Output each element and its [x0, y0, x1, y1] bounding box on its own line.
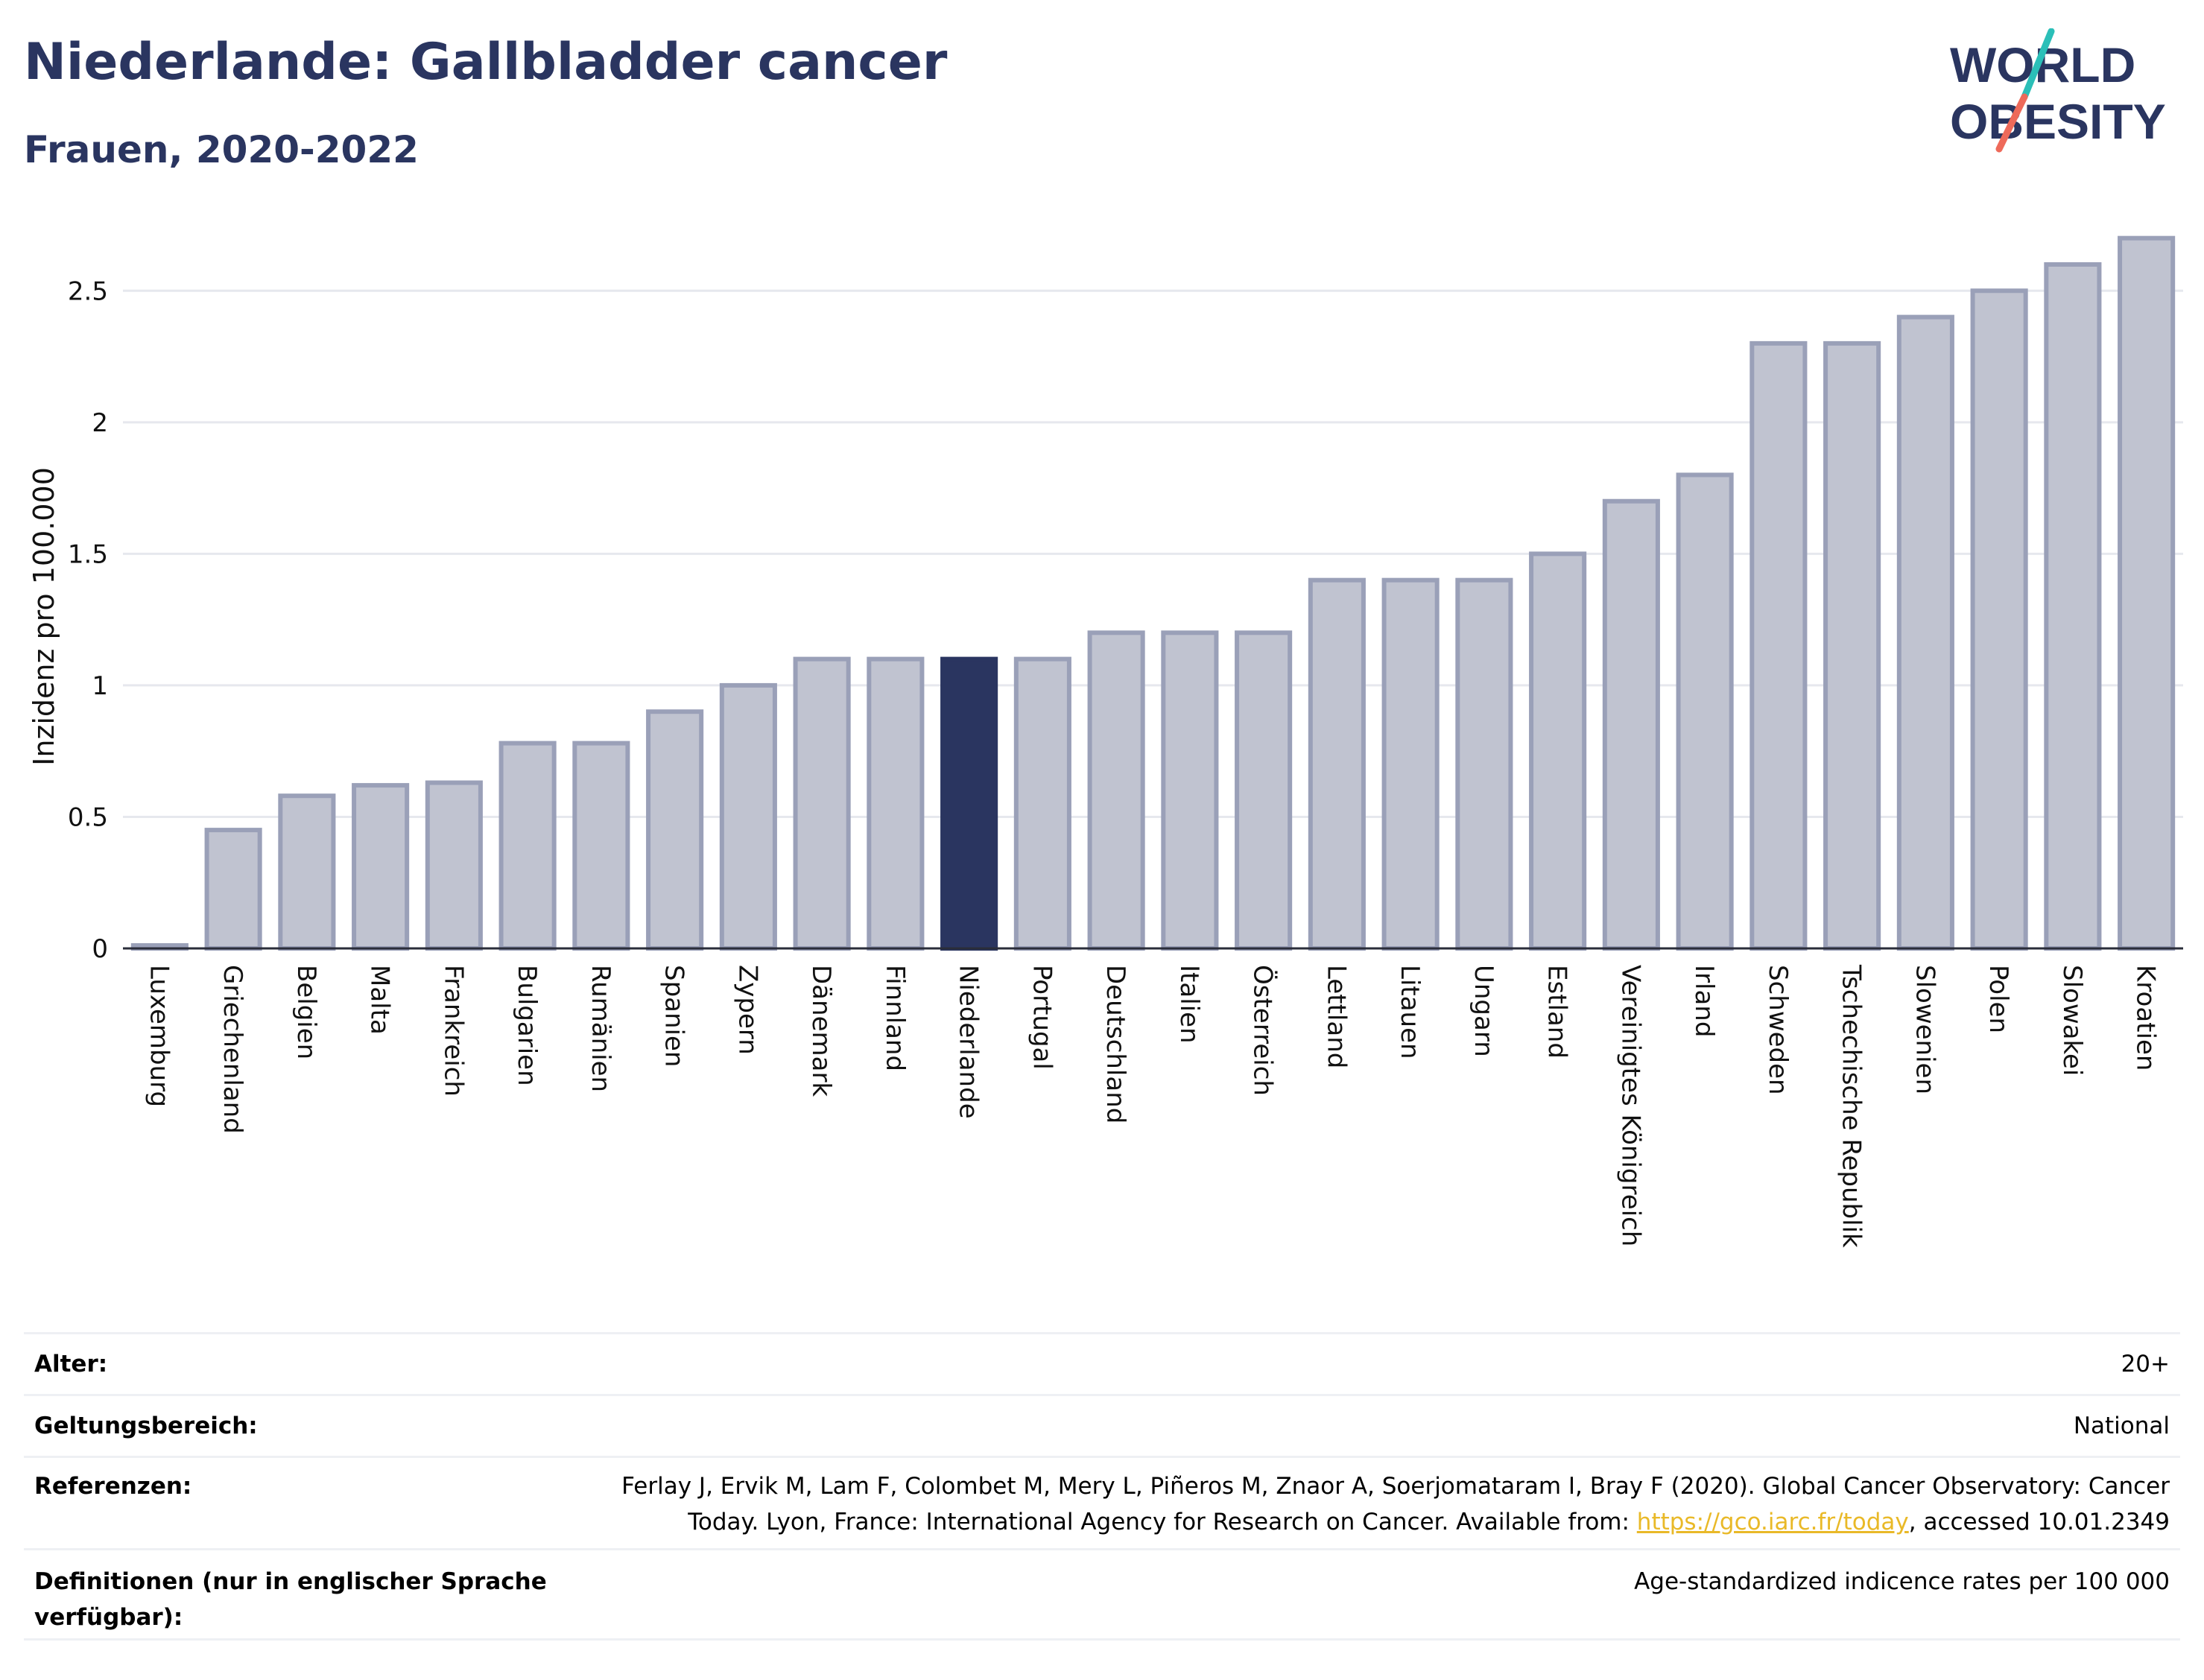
scope-label: Geltungsbereich: [34, 1413, 258, 1439]
y-tick-label: 1.5 [68, 539, 108, 569]
bar [1970, 288, 2028, 951]
y-tick-label: 0.5 [68, 802, 108, 832]
references-text-2: Today. Lyon, France: International Agenc… [688, 1509, 1637, 1535]
meta-row-definitions: Definitionen (nur in englischer Sprache … [24, 1548, 2180, 1641]
x-tick-label: Frankreich [438, 965, 468, 1097]
x-tick-label: Irland [1689, 965, 1719, 1037]
definitions-label: Definitionen (nur in englischer Sprache … [24, 1564, 547, 1635]
x-tick-label: Italien [1174, 965, 1204, 1044]
x-tick-label: Niederlande [954, 965, 984, 1119]
bar [1381, 577, 1440, 951]
y-tick-label: 2 [92, 408, 108, 438]
logo-line2: OBESITY [1950, 94, 2166, 149]
x-tick-label: Schweden [1763, 965, 1793, 1095]
references-text-1: Ferlay J, Ervik M, Lam F, Colombet M, Me… [621, 1473, 2170, 1500]
x-tick-label: Litauen [1395, 965, 1425, 1059]
bar [1308, 577, 1366, 951]
scope-value: National [2073, 1413, 2170, 1439]
bar [1896, 314, 1954, 951]
logo-slash-coral [1995, 93, 2028, 153]
bar [867, 656, 925, 951]
bar [352, 783, 410, 951]
x-tick-label: Spanien [659, 965, 689, 1067]
bar [1676, 472, 1734, 951]
bar [425, 780, 483, 951]
bar [1013, 656, 1071, 951]
bar [1529, 551, 1587, 951]
bar [793, 656, 851, 951]
bar [204, 828, 262, 951]
meta-row-references: Referenzen: Ferlay J, Ervik M, Lam F, Co… [24, 1456, 2180, 1548]
bar [1235, 630, 1293, 951]
y-tick-label: 2.5 [68, 276, 108, 306]
bar [1087, 630, 1145, 951]
bar [940, 656, 998, 951]
x-tick-label: Kroatien [2131, 965, 2161, 1071]
bar-chart: 0 0.5 1 1.5 2 2.5 Inzidenz pro 100.000 Luxembur… [28, 235, 2183, 1248]
references-value: Ferlay J, Ervik M, Lam F, Colombet M, Me… [621, 1468, 2180, 1540]
x-tick-label: Malta [365, 965, 395, 1035]
bar [2044, 261, 2102, 951]
bar [1161, 630, 1219, 951]
x-tick-label: Slowenien [1910, 965, 1939, 1094]
x-tick-label: Tschechische Republik [1837, 964, 1866, 1248]
x-tick-label: Zypern [732, 965, 762, 1055]
bar [1823, 340, 1881, 951]
references-link[interactable]: https://gco.iarc.fr/today [1636, 1509, 1909, 1535]
references-text-3: , accessed 10.01.2349 [1908, 1509, 2170, 1535]
x-tick-label: Deutschland [1101, 965, 1130, 1123]
x-tick-label: Griechenland [218, 965, 247, 1134]
definitions-value: Age-standardized indicence rates per 100… [1634, 1568, 2170, 1595]
x-tick-label: Slowakei [2057, 965, 2087, 1076]
age-label: Alter: [34, 1351, 108, 1378]
chart-subtitle: Frauen, 2020-2022 [24, 128, 419, 171]
bar [719, 682, 777, 951]
bar [1455, 577, 1513, 951]
y-tick-label: 0 [92, 934, 108, 964]
definitions-label-line1: Definitionen (nur in englischer Sprache [34, 1568, 547, 1595]
age-value: 20+ [2121, 1351, 2170, 1378]
x-tick-label: Portugal [1027, 965, 1057, 1070]
meta-row-scope: Geltungsbereich: National [24, 1394, 2180, 1456]
x-tick-label: Ungarn [1469, 965, 1498, 1057]
x-tick-label: Dänemark [806, 965, 836, 1097]
x-tick-label: Finnland [880, 965, 910, 1071]
x-tick-label: Österreich [1248, 965, 1279, 1096]
x-tick-label: Belgien [291, 965, 321, 1059]
chart-title: Niederlande: Gallbladder cancer [24, 33, 948, 92]
y-axis-label: Inzidenz pro 100.000 [28, 467, 60, 766]
metadata-table: Alter: 20+ Geltungsbereich: National Ref… [24, 1332, 2180, 1641]
x-tick-label: Bulgarien [512, 965, 542, 1086]
bar [1749, 340, 1808, 951]
bar [498, 741, 557, 951]
x-tick-label: Lettland [1321, 965, 1351, 1068]
definitions-label-line2: verfügbar): [34, 1604, 183, 1631]
bar [278, 793, 336, 951]
bar [1602, 498, 1660, 951]
x-tick-label: Polen [1983, 965, 2013, 1033]
x-tick-label: Luxemburg [144, 965, 174, 1107]
bar [646, 709, 704, 951]
world-obesity-logo: WORLD OBESITY [1950, 28, 2166, 153]
x-tick-label: Vereinigtes Königreich [1615, 965, 1645, 1246]
references-label: Referenzen: [34, 1473, 192, 1500]
meta-row-age: Alter: 20+ [24, 1332, 2180, 1394]
logo-slash-teal [2021, 28, 2055, 101]
x-tick-label: Rumänien [586, 965, 615, 1092]
y-tick-label: 1 [92, 671, 108, 701]
bar [572, 741, 630, 951]
x-tick-label: Estland [1542, 965, 1572, 1059]
bar [2118, 235, 2176, 951]
